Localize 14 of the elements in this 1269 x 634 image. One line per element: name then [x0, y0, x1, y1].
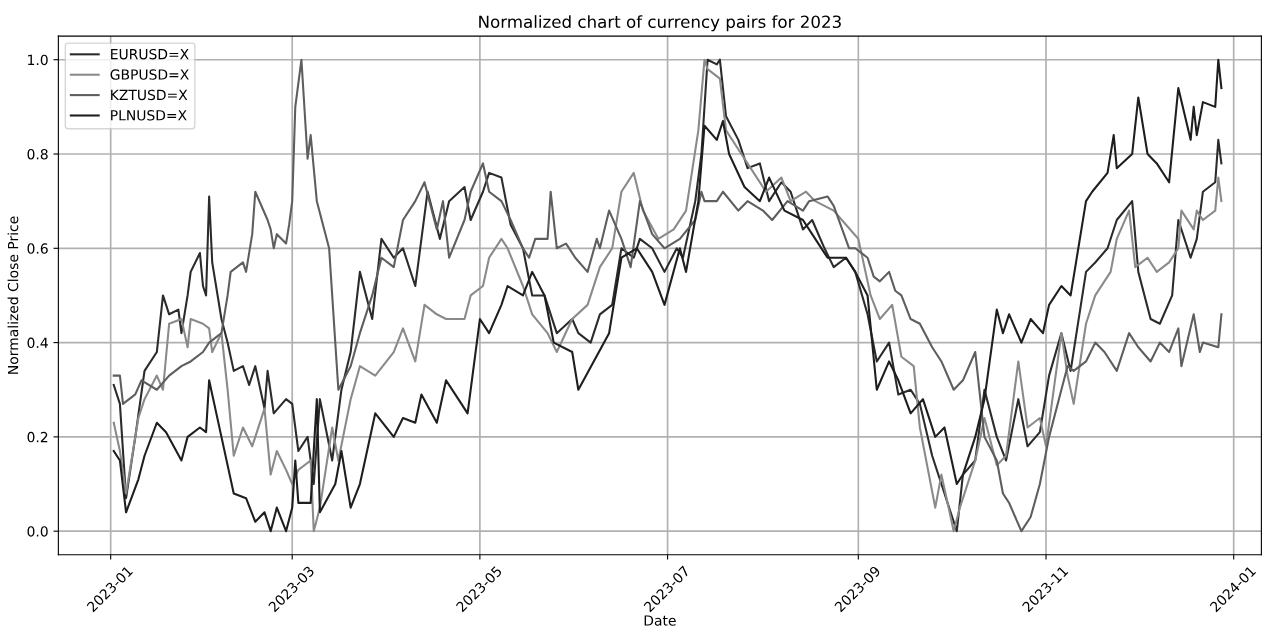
- x-axis-title: Date: [644, 615, 676, 626]
- legend-label: PLNUSD=X: [111, 110, 187, 121]
- y-tick-label: 0.8: [27, 148, 48, 160]
- y-tick-label: 1.0: [28, 54, 48, 66]
- line-series: [112, 58, 1223, 533]
- legend-label: KZTUSD=X: [111, 89, 188, 101]
- chart-title: Normalized chart of currency pairs for 2023: [479, 15, 841, 32]
- y-tick-label: 0.2: [27, 431, 48, 443]
- legend-label: EURUSD=X: [111, 48, 189, 60]
- y-tick-label: 0.4: [27, 337, 48, 349]
- legend-label: GBPUSD=X: [110, 69, 189, 80]
- y-tick-label: 0.6: [27, 243, 48, 254]
- y-axis-title: Normalized Close Price: [7, 216, 19, 374]
- y-tick-label: 0.0: [27, 526, 48, 537]
